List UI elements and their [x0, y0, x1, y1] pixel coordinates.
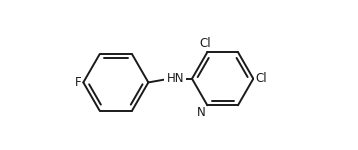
Text: N: N	[197, 106, 205, 119]
Text: F: F	[75, 76, 82, 89]
Text: HN: HN	[166, 72, 184, 85]
Text: Cl: Cl	[255, 72, 267, 85]
Text: Cl: Cl	[200, 37, 211, 50]
